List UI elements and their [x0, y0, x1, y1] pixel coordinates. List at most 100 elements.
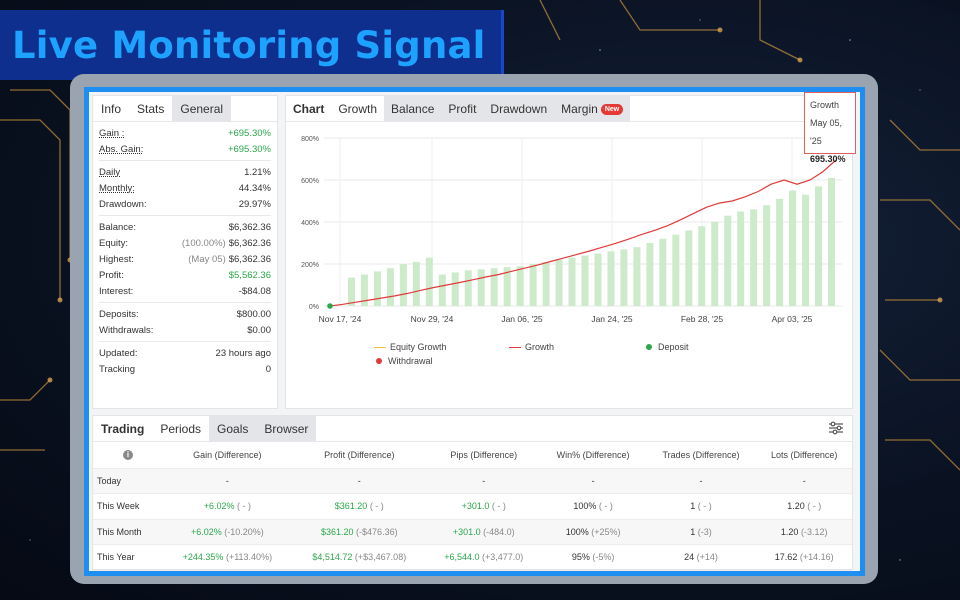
updated-row: Updated: 23 hours ago: [99, 345, 271, 361]
pips-cell: +301.0 ( - ): [426, 493, 541, 520]
growth-bar: [763, 205, 771, 306]
chart-panel: Chart Growth Balance Profit Drawdown Mar…: [285, 92, 856, 409]
monthly-value: 44.34%: [238, 182, 271, 194]
trades-cell: 1 (-3): [645, 519, 757, 545]
growth-bar: [646, 243, 654, 306]
trades-cell: 24 (+14): [645, 544, 757, 571]
interest-value: -$84.08: [238, 285, 271, 297]
drawdown-label: Drawdown:: [99, 198, 147, 210]
growth-bar: [789, 190, 797, 306]
highest-row: Highest: (May 05) $6,362.36: [99, 251, 271, 267]
growth-bar: [555, 259, 563, 306]
lots-value: 1.20: [780, 526, 799, 537]
profit-value: -: [357, 475, 361, 486]
title-banner: Live Monitoring Signal: [0, 10, 504, 80]
daily-label[interactable]: Daily: [99, 166, 121, 178]
pips-cell: -: [426, 468, 541, 494]
info-tabs: Info Stats General: [93, 96, 277, 122]
profit-difference: (-$476.36): [356, 526, 398, 537]
tab-drawdown[interactable]: Drawdown: [483, 96, 555, 121]
growth-bar: [672, 234, 680, 306]
gain-cell: +6.02% ( - ): [163, 493, 292, 520]
legend-equity-label: Equity Growth: [390, 342, 447, 352]
growth-chart[interactable]: 0% 200% 400% 600% 800% Nov 17, '24 Nov 29, '24…: [286, 124, 852, 334]
growth-bar: [685, 230, 693, 306]
profit-cell: -: [291, 468, 427, 494]
table-row: This Year +244.35% (+113.40%) $4,514.72 (+…: [93, 544, 852, 571]
growth-line: [329, 159, 837, 307]
growth-bar: [529, 264, 537, 306]
gain-label[interactable]: Gain :: [99, 127, 125, 139]
withdrawals-label: Withdrawals:: [99, 324, 154, 336]
updated-value: 23 hours ago: [215, 347, 271, 359]
equity-note: (100.00%): [181, 237, 226, 249]
info-icon[interactable]: i: [123, 450, 133, 461]
gain-cell: +6.02% (-10.20%): [163, 519, 292, 545]
screen: Info Stats General Gain : +695.30% Abs. …: [84, 87, 865, 576]
profit-row: Profit: $5,562.36: [99, 267, 271, 283]
growth-bar: [464, 270, 472, 306]
legend-deposit-label: Deposit: [658, 342, 689, 352]
tab-profit[interactable]: Profit: [441, 96, 484, 121]
pips-value: -: [482, 475, 486, 486]
interest-label: Interest:: [99, 285, 134, 297]
withdrawals-value: $0.00: [247, 324, 271, 336]
win-cell: 100% ( - ): [540, 493, 646, 520]
trades-difference: ( - ): [697, 501, 712, 512]
tab-goals[interactable]: Goals: [209, 416, 257, 441]
sliders-icon[interactable]: [828, 421, 844, 435]
trading-panel: Trading Periods Goals Browser i Gain (Di…: [92, 415, 853, 571]
growth-bar: [386, 268, 394, 306]
win-difference: (-5%): [592, 552, 615, 563]
tab-trading[interactable]: Trading: [101, 422, 145, 436]
pips-cell: +6,544.0 (+3,477.0): [426, 544, 541, 571]
deposits-label: Deposits:: [99, 308, 139, 320]
tab-stats[interactable]: Stats: [137, 102, 165, 116]
gain-cell: -: [163, 468, 292, 494]
highest-note: (May 05): [188, 253, 226, 265]
growth-bar: [594, 253, 602, 306]
legend-withdrawal[interactable]: Withdrawal: [374, 356, 433, 366]
tab-balance[interactable]: Balance: [384, 96, 442, 121]
tab-margin[interactable]: Margin New: [554, 96, 631, 121]
growth-bar: [490, 268, 498, 306]
legend-growth-label: Growth: [525, 342, 555, 352]
tab-chart[interactable]: Chart: [293, 102, 325, 116]
y-tick-label: 0%: [309, 304, 319, 311]
legend-growth[interactable]: Growth: [509, 342, 554, 352]
trading-tabs: Trading Periods Goals Browser: [93, 416, 852, 442]
growth-bar: [724, 215, 732, 306]
header-pips: Pips (Difference): [426, 442, 541, 469]
tab-info[interactable]: Info: [93, 96, 130, 121]
tab-margin-label: Margin: [561, 102, 598, 116]
dashboard: Info Stats General Gain : +695.30% Abs. …: [89, 92, 860, 571]
highest-value: $6,362.36: [228, 253, 271, 265]
gain-row: Gain : +695.30%: [99, 125, 271, 141]
growth-bar: [477, 269, 485, 306]
x-tick-label: Apr 03, '25: [772, 314, 813, 324]
pips-value: +301.0: [461, 501, 490, 512]
x-tick-label: Nov 17, '24: [319, 314, 362, 324]
highest-label: Highest:: [99, 253, 134, 265]
legend-deposit[interactable]: Deposit: [644, 342, 689, 352]
tab-periods[interactable]: Periods: [160, 422, 202, 436]
monthly-label[interactable]: Monthly:: [99, 182, 135, 194]
lots-difference: (-3.12): [800, 526, 828, 537]
tab-general[interactable]: General: [172, 96, 232, 121]
interest-row: Interest: -$84.08: [99, 283, 271, 299]
gain-value: +695.30%: [227, 127, 271, 139]
lots-difference: (+14.16): [799, 552, 834, 563]
tab-browser[interactable]: Browser: [256, 416, 317, 441]
growth-bar: [698, 226, 706, 306]
pips-value: +6,544.0: [444, 552, 480, 563]
profit-value: $4,514.72: [312, 552, 353, 563]
abs-gain-label[interactable]: Abs. Gain:: [99, 143, 144, 155]
header-lots: Lots (Difference): [756, 442, 852, 469]
table-row: This Week +6.02% ( - ) $361.20 ( - ) +301.0…: [93, 493, 852, 520]
legend-equity[interactable]: Equity Growth: [374, 342, 447, 352]
table-row: Today - - - - - -: [93, 468, 852, 494]
tab-growth[interactable]: Growth: [338, 102, 378, 116]
lots-cell: 1.20 (-3.12): [756, 519, 852, 545]
trades-difference: (+14): [696, 552, 718, 563]
